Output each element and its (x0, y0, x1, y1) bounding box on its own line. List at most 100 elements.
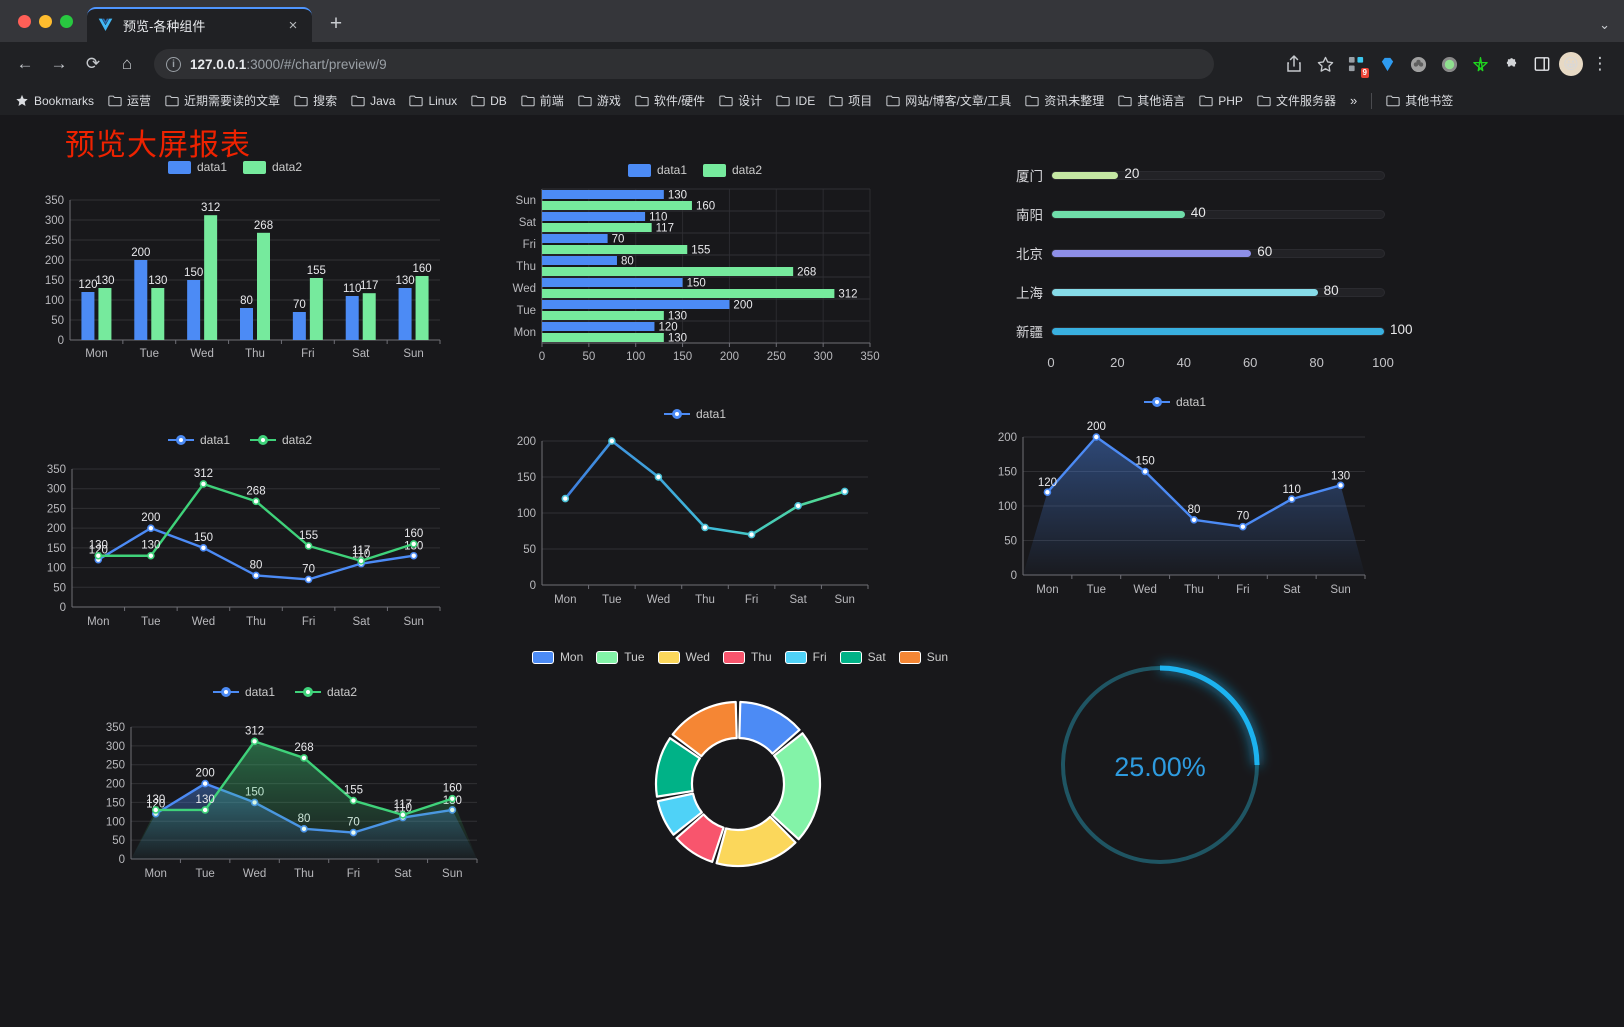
svg-text:100: 100 (626, 351, 645, 363)
browser-toolbar: ← → ⟳ ⌂ i 127.0.0.1:3000/#/chart/preview… (0, 42, 1624, 86)
bookmark-label: PHP (1218, 93, 1243, 108)
bookmark-item-5[interactable]: Linux (403, 91, 463, 111)
sidepanel-icon[interactable] (1528, 50, 1556, 78)
bookmark-item-2[interactable]: 近期需要读的文章 (159, 89, 286, 112)
folder-icon (471, 95, 485, 107)
svg-text:150: 150 (1136, 456, 1155, 468)
reload-button[interactable]: ⟳ (85, 54, 101, 73)
legend-label: Sun (926, 650, 949, 664)
puzzle-icon[interactable] (1497, 50, 1525, 78)
star-green-icon[interactable] (1466, 50, 1494, 78)
legend-item-data2[interactable]: data2 (243, 160, 302, 174)
bookmark-item-8[interactable]: 游戏 (572, 89, 627, 112)
svg-text:0: 0 (539, 351, 545, 363)
svg-text:200: 200 (998, 432, 1017, 444)
diamond-icon[interactable] (1373, 50, 1401, 78)
bookmark-item-14[interactable]: 资讯未整理 (1019, 89, 1110, 112)
bookmark-label: 搜索 (313, 94, 338, 108)
legend-item-data1[interactable]: data1 (167, 160, 227, 174)
legend-item-thu[interactable]: Thu (722, 650, 772, 664)
svg-text:Sun: Sun (403, 616, 423, 628)
maximize-window-button[interactable] (60, 14, 73, 28)
line-gradient-plot: 0 50 100 150 200 Mon Tue Wed Thu Fri Sat Sun (517, 436, 869, 606)
legend-line-icon (167, 434, 194, 446)
progress-track: 80 (1051, 283, 1385, 298)
bookmark-item-10[interactable]: 设计 (713, 89, 768, 112)
legend-item-sat[interactable]: Sat (839, 650, 886, 664)
svg-text:200: 200 (720, 351, 739, 363)
svg-text:350: 350 (45, 195, 64, 207)
legend-item-data2[interactable]: data2 (250, 433, 312, 447)
legend-item-fri[interactable]: Fri (784, 650, 827, 664)
legend-line-gradient: data1 (500, 407, 890, 421)
bookmarks-overflow-button[interactable]: » (1349, 93, 1358, 108)
forward-button[interactable]: → (50, 54, 68, 73)
bookmark-item-7[interactable]: 前端 (515, 89, 570, 112)
donut-plot (654, 700, 822, 868)
legend-item-data2[interactable]: data2 (703, 163, 762, 177)
bookmark-label: 运营 (127, 94, 152, 108)
browser-tab[interactable]: 预览-各种组件 × (87, 7, 312, 42)
svg-text:Sat: Sat (352, 348, 370, 360)
svg-text:120: 120 (658, 322, 677, 334)
legend-item-tue[interactable]: Tue (596, 650, 645, 664)
legend-item-data1[interactable]: data1 (663, 407, 726, 421)
legend-item-sun[interactable]: Sun (898, 650, 949, 664)
svg-text:0: 0 (1047, 355, 1054, 370)
legend-item-data1[interactable]: data1 (627, 163, 687, 177)
menu-icon[interactable]: ⋮ (1591, 54, 1609, 73)
bookmark-item-1[interactable]: 运营 (102, 89, 157, 112)
legend-item-data1[interactable]: data1 (212, 685, 275, 699)
svg-text:Wed: Wed (190, 348, 213, 360)
progress-fill (1052, 249, 1252, 257)
bookmark-item-16[interactable]: PHP (1193, 91, 1249, 111)
legend-swatch-icon (784, 650, 807, 664)
progress-fill (1052, 171, 1119, 179)
svg-text:130: 130 (668, 333, 687, 345)
url-path: :3000/#/chart/preview/9 (246, 56, 387, 72)
legend-item-mon[interactable]: Mon (531, 650, 583, 664)
bookmark-item-11[interactable]: IDE (770, 91, 821, 111)
address-bar[interactable]: i 127.0.0.1:3000/#/chart/preview/9 (154, 49, 1214, 79)
close-window-button[interactable] (18, 14, 31, 28)
bookmark-item-3[interactable]: 搜索 (288, 89, 343, 112)
home-button[interactable]: ⌂ (121, 54, 133, 73)
bookmark-item-15[interactable]: 其他语言 (1112, 89, 1191, 112)
bookmark-item-17[interactable]: 文件服务器 (1251, 89, 1342, 112)
extension-grid-icon[interactable]: 9 (1342, 50, 1370, 78)
svg-text:80: 80 (1309, 355, 1323, 370)
bookmark-star-icon[interactable] (1311, 50, 1339, 78)
circle-green-icon[interactable] (1435, 50, 1463, 78)
svg-text:160: 160 (696, 201, 715, 213)
share-icon[interactable] (1280, 50, 1308, 78)
legend-item-data1[interactable]: data1 (167, 433, 230, 447)
legend-label: data2 (732, 163, 763, 177)
close-tab-button[interactable]: × (288, 17, 298, 34)
bookmark-item-9[interactable]: 软件/硬件 (629, 89, 711, 112)
svg-text:120: 120 (1038, 477, 1057, 489)
legend-item-wed[interactable]: Wed (657, 650, 710, 664)
url-host: 127.0.0.1 (190, 56, 247, 72)
other-bookmarks-button[interactable]: 其他书签 (1380, 89, 1459, 112)
avatar[interactable]: 😀 (1559, 52, 1583, 76)
svg-text:Thu: Thu (294, 868, 314, 880)
minimize-window-button[interactable] (39, 14, 52, 28)
site-info-icon[interactable]: i (166, 56, 181, 72)
bookmark-item-12[interactable]: 项目 (823, 89, 878, 112)
bookmark-item-bookmarks[interactable]: Bookmarks (9, 91, 100, 111)
legend-swatch-icon (703, 163, 726, 177)
legend-item-data1[interactable]: data1 (1143, 395, 1206, 409)
new-tab-button[interactable]: + (329, 12, 343, 35)
bookmark-item-4[interactable]: Java (345, 91, 401, 111)
chevron-down-icon[interactable]: ⌄ (1599, 17, 1610, 32)
bookmark-item-13[interactable]: 网站/博客/文章/工具 (880, 89, 1017, 112)
back-button[interactable]: ← (16, 54, 34, 73)
legend-item-data2[interactable]: data2 (295, 685, 357, 699)
bookmark-item-6[interactable]: DB (465, 91, 513, 111)
svg-text:130: 130 (1331, 470, 1350, 482)
clover-icon[interactable] (1404, 50, 1432, 78)
svg-text:150: 150 (998, 467, 1017, 479)
folder-icon (1257, 95, 1271, 107)
chart-line-gradient: data1 0 50 100 150 200 Mon Tue Wed Thu Fri Sat Sun (500, 407, 890, 627)
bookmark-label: 资讯未整理 (1044, 94, 1105, 108)
